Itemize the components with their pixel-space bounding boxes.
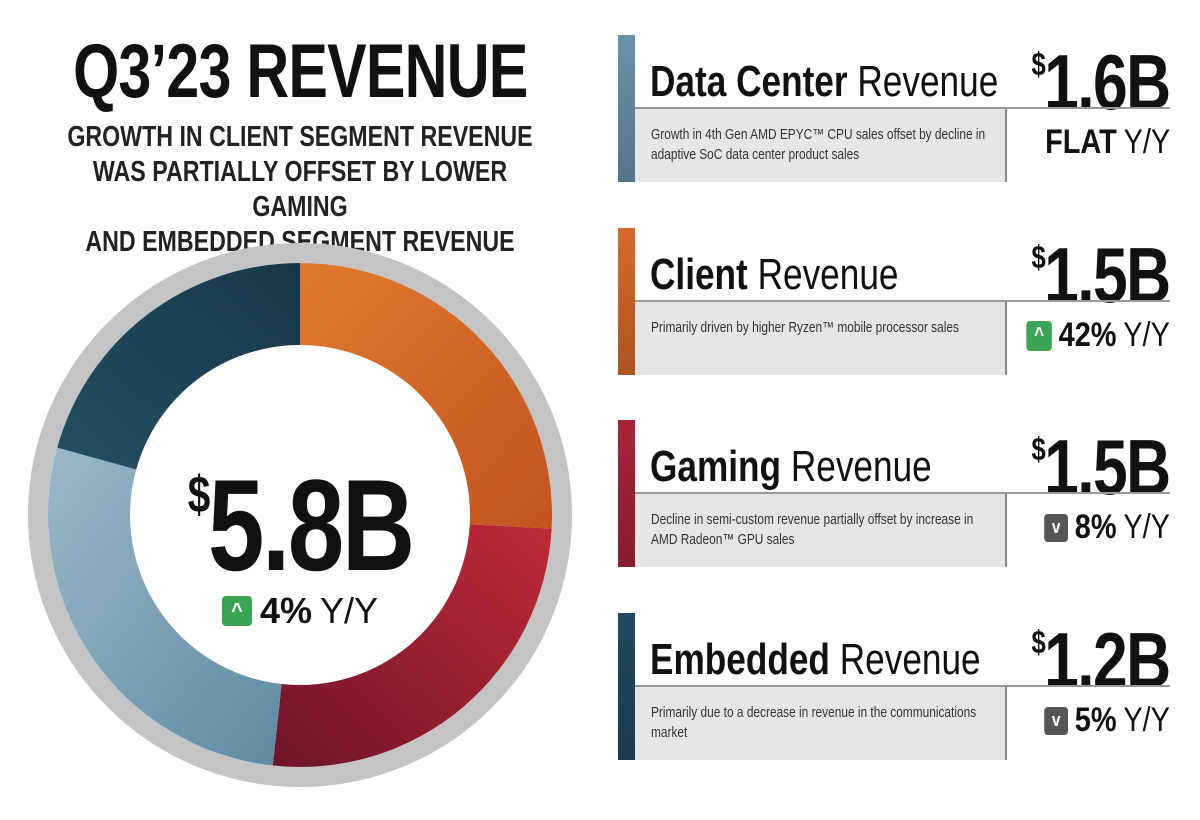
donut-slice-gaming: [272, 524, 552, 767]
arrow-down-icon: v: [1044, 513, 1069, 542]
segment-change: FLAT Y/Y: [1044, 123, 1170, 161]
segment-change: v 8% Y/Y: [1044, 508, 1170, 547]
segment-change: ^ 42% Y/Y: [1026, 316, 1170, 355]
segment-title: Client Revenue: [650, 250, 899, 299]
segment-description: Primarily due to a decrease in revenue i…: [651, 705, 977, 741]
segment-color-bar: [618, 228, 635, 375]
segment-data-center: Data Center Revenue $1.6B Growth in 4th …: [618, 35, 1172, 182]
total-change: ^ 4% Y/Y: [150, 590, 450, 632]
segment-title: Gaming Revenue: [650, 442, 932, 491]
total-value: 5.8B: [207, 452, 415, 598]
donut-slice-embedded: [57, 263, 301, 470]
total-revenue: $5.8B ^ 4% Y/Y: [150, 430, 450, 632]
segment-value: $1.2B: [1031, 616, 1172, 704]
segment-description: Growth in 4th Gen AMD EPYC™ CPU sales of…: [651, 127, 986, 163]
arrow-down-icon: v: [1044, 706, 1069, 735]
arrow-up-icon: ^: [221, 596, 252, 626]
subtitle-line: WAS PARTIALLY OFFSET BY LOWER GAMING: [92, 156, 508, 223]
segment-description-box: Primarily driven by higher Ryzen™ mobile…: [635, 302, 1007, 375]
segment-value: $1.5B: [1031, 231, 1172, 319]
segment-color-bar: [618, 420, 635, 567]
segment-description: Primarily driven by higher Ryzen™ mobile…: [651, 320, 959, 336]
donut-slice-data-center: [47, 447, 282, 766]
donut-outer-ring: [28, 243, 572, 787]
segment-title: Data Center Revenue: [650, 57, 999, 106]
segment-value: $1.6B: [1031, 38, 1172, 126]
segment-change: v 5% Y/Y: [1044, 701, 1170, 740]
segment-color-bar: [618, 613, 635, 760]
page-title: Q3’23 REVENUE: [72, 29, 528, 114]
donut-chart: [28, 243, 572, 787]
segment-gaming: Gaming Revenue $1.5B Decline in semi-cus…: [618, 420, 1172, 567]
segment-color-bar: [618, 35, 635, 182]
subtitle: GROWTH IN CLIENT SEGMENT REVENUE WAS PAR…: [0, 120, 600, 260]
segment-description-box: Primarily due to a decrease in revenue i…: [635, 687, 1007, 760]
subtitle-line: GROWTH IN CLIENT SEGMENT REVENUE: [67, 121, 533, 153]
segment-description-box: Growth in 4th Gen AMD EPYC™ CPU sales of…: [635, 109, 1007, 182]
segment-title: Embedded Revenue: [650, 635, 981, 684]
arrow-up-icon: ^: [1026, 320, 1052, 351]
donut-slice-client: [300, 263, 552, 529]
segment-description-box: Decline in semi-custom revenue partially…: [635, 494, 1007, 567]
segment-client: Client Revenue $1.5B Primarily driven by…: [618, 228, 1172, 375]
divider: [635, 107, 1170, 109]
segment-embedded: Embedded Revenue $1.2B Primarily due to …: [618, 613, 1172, 760]
segment-description: Decline in semi-custom revenue partially…: [651, 512, 974, 548]
currency: $: [187, 466, 210, 524]
segment-value: $1.5B: [1031, 423, 1172, 511]
divider: [635, 300, 1170, 302]
divider: [635, 685, 1170, 687]
divider: [635, 492, 1170, 494]
